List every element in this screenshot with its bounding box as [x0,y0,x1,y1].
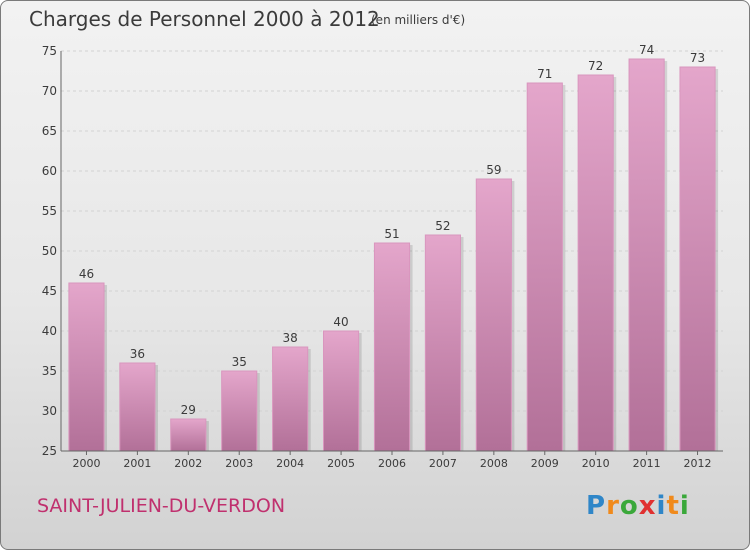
brand-letter: i [656,491,667,521]
chart-unit: (en milliers d'€) [371,13,466,27]
bar-2005 [323,330,360,452]
bar-2007 [424,234,461,452]
bar-2009 [526,82,563,452]
bar-2008 [475,178,512,452]
y-tick-label: 25 [42,444,57,458]
bar-2006 [373,242,411,452]
value-label: 29 [181,403,196,417]
x-tick-label: 2012 [684,457,712,470]
brand-letter: r [606,491,620,521]
axes: 25 30 35 40 45 50 55 60 65 70 75 2000 2001 2002 2003 20… [42,44,723,470]
bar-2011 [628,58,665,452]
y-tick-label: 30 [42,404,57,418]
bar-2000 [68,282,105,452]
bars: 46 36 29 35 38 40 51 52 59 71 72 74 73 [68,43,719,452]
x-tick-label: 2003 [225,457,253,470]
bar-2003 [221,370,258,452]
bar-2010 [577,74,614,452]
y-tick-label: 55 [42,204,57,218]
value-label: 74 [639,43,654,57]
value-label: 36 [130,347,145,361]
x-tick-label: 2010 [582,457,610,470]
brand-letter: o [619,491,639,521]
value-label: 51 [384,227,399,241]
bar-2004 [272,346,309,452]
value-label: 35 [232,355,247,369]
x-tick-label: 2002 [174,457,202,470]
y-tick-label: 65 [42,124,57,138]
y-tick-label: 70 [42,84,57,98]
bar-2002 [170,418,207,452]
y-tick-label: 50 [42,244,57,258]
value-label: 40 [333,315,348,329]
y-tick-label: 75 [42,44,57,58]
x-tick-label: 2008 [480,457,508,470]
value-label: 46 [79,267,94,281]
x-tick-label: 2000 [72,457,100,470]
brand-letter: P [586,491,607,521]
y-tick-label: 35 [42,364,57,378]
brand-letter: i [679,491,690,521]
chart-title: Charges de Personnel 2000 à 2012 [29,7,380,31]
brand-logo: Proxiti [586,491,690,521]
y-tick-label: 45 [42,284,57,298]
brand-letter: x [638,491,657,521]
x-tick-label: 2007 [429,457,457,470]
x-tick-label: 2006 [378,457,406,470]
x-tick-label: 2005 [327,457,355,470]
value-label: 73 [690,51,705,65]
x-tick-label: 2001 [123,457,151,470]
x-tick-label: 2009 [531,457,559,470]
value-label: 59 [486,163,501,177]
bar-2012 [679,66,716,452]
x-tick-label: 2004 [276,457,304,470]
location-name: SAINT-JULIEN-DU-VERDON [37,495,286,517]
value-label: 38 [283,331,298,345]
brand-letter: t [666,491,680,521]
y-tick-label: 40 [42,324,57,338]
bar-2001 [119,362,156,452]
value-label: 52 [435,219,450,233]
value-label: 71 [537,67,552,81]
value-label: 72 [588,59,603,73]
y-tick-label: 60 [42,164,57,178]
x-tick-label: 2011 [633,457,661,470]
